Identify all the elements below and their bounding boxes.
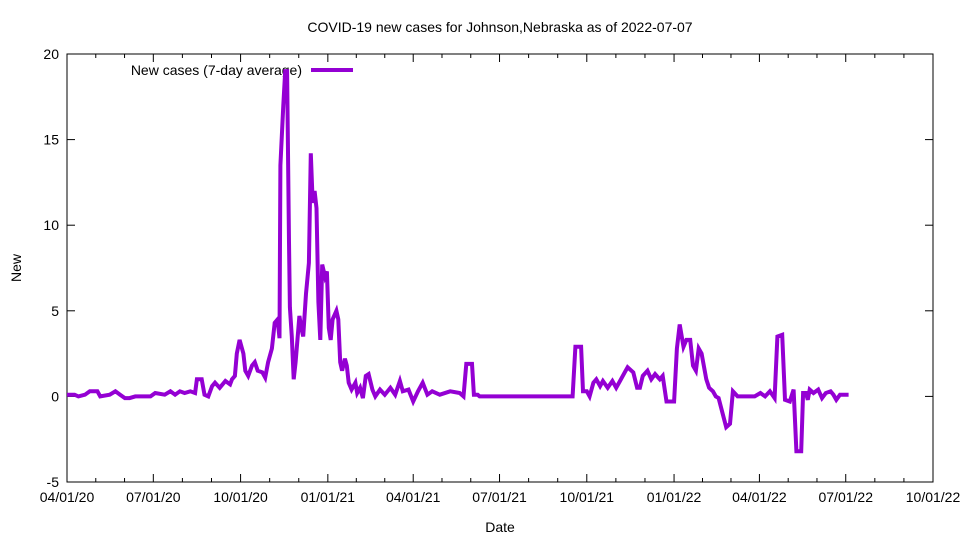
y-tick-label: 20 — [43, 46, 59, 62]
x-axis-label: Date — [485, 519, 515, 535]
x-tick-label: 04/01/22 — [732, 489, 787, 505]
y-tick-label: 5 — [51, 303, 59, 319]
y-axis-label: New — [8, 253, 24, 282]
x-tick-label: 01/01/22 — [647, 489, 702, 505]
x-tick-label: 07/01/22 — [818, 489, 873, 505]
x-ticks: 04/01/20 07/01/20 10/01/20 01/01/21 04/01/21… — [40, 54, 960, 505]
y-tick-label: 10 — [43, 217, 59, 233]
y-ticks: -5 0 5 10 15 20 — [43, 46, 933, 490]
legend: New cases (7-day average) — [131, 62, 353, 78]
x-tick-label: 10/01/21 — [560, 489, 615, 505]
legend-label: New cases (7-day average) — [131, 62, 302, 78]
chart-title: COVID-19 new cases for Johnson,Nebraska … — [307, 19, 692, 35]
y-tick-label: 0 — [51, 388, 59, 404]
x-tick-label: 10/01/22 — [906, 489, 960, 505]
x-tick-label: 07/01/20 — [126, 489, 181, 505]
x-tick-label: 04/01/21 — [386, 489, 441, 505]
x-tick-label: 10/01/20 — [213, 489, 268, 505]
y-tick-label: 15 — [43, 132, 59, 148]
x-tick-label: 01/01/21 — [301, 489, 356, 505]
series-line-new-cases — [67, 69, 849, 454]
x-tick-label: 07/01/21 — [472, 489, 527, 505]
x-tick-label: 04/01/20 — [40, 489, 95, 505]
y-tick-label: -5 — [47, 474, 60, 490]
